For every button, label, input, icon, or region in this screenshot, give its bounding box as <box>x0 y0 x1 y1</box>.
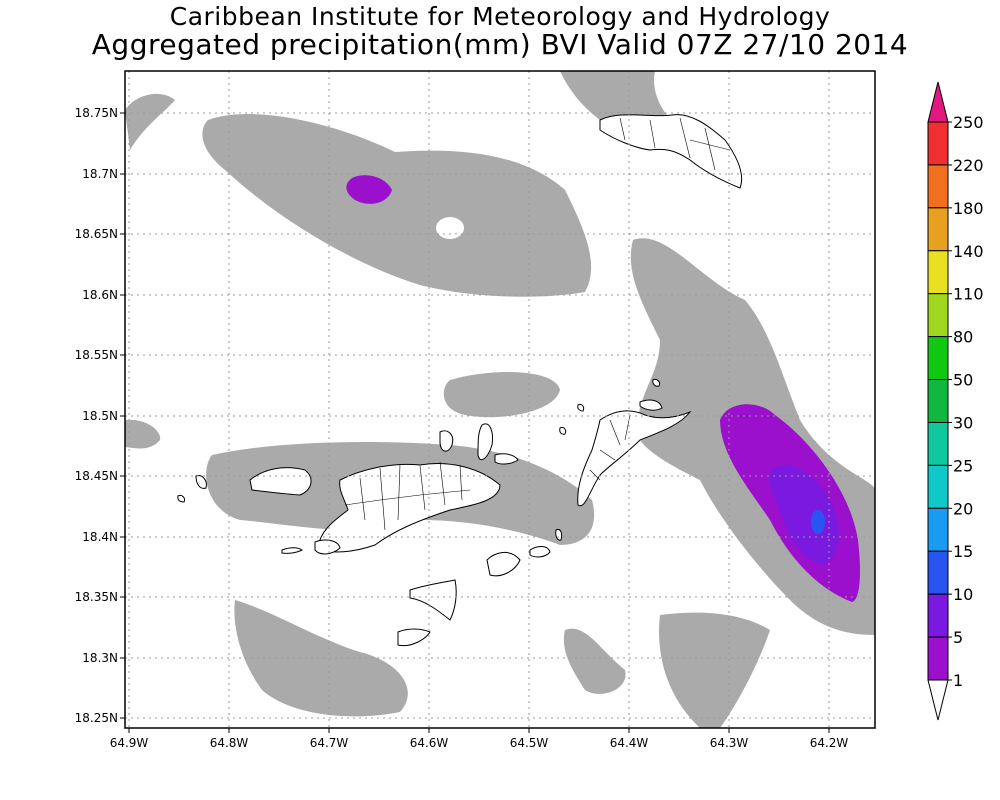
boundary-lines-virgin-gorda <box>589 414 631 481</box>
legend-level-label: 180 <box>953 199 984 218</box>
y-tick-label: 18.4N <box>82 530 118 544</box>
x-tick-label: 64.3W <box>710 736 749 750</box>
y-tick-label: 18.75N <box>75 106 118 120</box>
y-tick-label: 18.7N <box>82 167 118 181</box>
legend-swatch <box>927 421 949 466</box>
y-axis: 18.75N 18.7N 18.65N 18.6N 18.55N 18.5N 18.45N 1… <box>75 106 125 725</box>
legend-level-label: 5 <box>953 628 963 647</box>
island-little-jost <box>314 539 341 555</box>
precip-area-southwest <box>234 600 408 717</box>
y-tick-label: 18.3N <box>82 651 118 665</box>
x-tick-label: 64.6W <box>410 736 449 750</box>
legend-swatch <box>927 550 949 595</box>
grid-lines <box>125 71 875 728</box>
precip-area-central <box>443 371 560 418</box>
legend-level-label: 15 <box>953 542 973 561</box>
precip-core-northwest <box>346 175 392 204</box>
legend-swatch <box>927 593 949 638</box>
land-islands <box>177 114 743 647</box>
island-jost-van-dyke <box>249 467 312 496</box>
island-anegada <box>599 114 743 189</box>
land-boundaries <box>344 117 731 531</box>
legend-swatch <box>927 507 949 552</box>
island-islet-d <box>177 495 185 503</box>
x-tick-label: 64.4W <box>610 736 649 750</box>
y-tick-label: 18.25N <box>75 711 118 725</box>
y-tick-label: 18.6N <box>82 288 118 302</box>
x-axis: 64.9W 64.8W 64.7W 64.6W 64.5W 64.4W 64.3W 64.2W <box>110 728 849 750</box>
legend-swatch <box>927 636 949 681</box>
legend-level-label: 50 <box>953 371 973 390</box>
x-tick-label: 64.5W <box>510 736 549 750</box>
legend-swatch <box>927 207 949 252</box>
island-peter <box>439 430 454 452</box>
island-scrub <box>494 453 519 465</box>
y-tick-label: 18.55N <box>75 348 118 362</box>
legend-level-label: 25 <box>953 456 973 475</box>
island-tortola <box>317 463 501 553</box>
legend-level-label: 30 <box>953 413 973 432</box>
island-salt <box>397 628 431 647</box>
legend-swatch <box>927 336 949 381</box>
island-islet-a <box>559 427 567 435</box>
legend-level-label: 250 <box>953 113 984 132</box>
island-islet-e <box>555 529 563 541</box>
legend-swatch <box>927 293 949 338</box>
y-tick-label: 18.65N <box>75 227 118 241</box>
legend-level-label: 10 <box>953 585 973 604</box>
legend-swatch <box>927 379 949 423</box>
legend-level-label: 220 <box>953 156 984 175</box>
legend-level-label: 1 <box>953 671 963 690</box>
precip-area-south <box>563 628 626 694</box>
x-tick-label: 64.8W <box>210 736 249 750</box>
precip-area-northwest <box>202 114 592 297</box>
legend-level-label: 80 <box>953 328 973 347</box>
x-tick-label: 64.7W <box>310 736 349 750</box>
legend-level-label: 110 <box>953 285 984 304</box>
x-tick-label: 64.9W <box>110 736 149 750</box>
island-guana <box>477 423 493 461</box>
legend-swatch <box>927 464 949 509</box>
chart-title: Caribbean Institute for Meteorology and … <box>169 2 831 31</box>
precip-1-5mm <box>125 71 875 728</box>
x-tick-label: 64.2W <box>810 736 849 750</box>
precip-area-southeast <box>659 612 770 728</box>
boundary-lines-anegada <box>619 117 731 171</box>
plot-frame <box>124 70 876 729</box>
island-norman <box>409 579 457 621</box>
precip-gap <box>436 217 464 239</box>
island-sandy-cay <box>195 475 207 489</box>
y-tick-label: 18.35N <box>75 590 118 604</box>
legend-swatch <box>927 121 949 166</box>
legend-level-label: 20 <box>953 499 973 518</box>
island-cooper <box>486 552 521 577</box>
island-eustatia <box>639 399 663 411</box>
precip-area-topleft <box>125 93 175 150</box>
precip-15-20mm <box>811 510 825 534</box>
precip-10-15mm <box>770 464 839 565</box>
legend-cap-bottom <box>927 679 949 721</box>
boundary-lines-tortola <box>344 461 471 531</box>
island-islet-c <box>577 404 585 412</box>
chart-subtitle: Aggregated precipitation(mm) BVI Valid 0… <box>91 28 909 61</box>
island-islet-b <box>652 379 660 387</box>
precipitation-layer <box>125 71 875 728</box>
legend-swatch <box>927 250 949 295</box>
legend-cap-top <box>927 81 949 123</box>
legend-swatch <box>927 164 949 209</box>
legend-level-label: 140 <box>953 242 984 261</box>
y-tick-label: 18.45N <box>75 469 118 483</box>
precip-area-leftedge <box>125 419 161 449</box>
island-great-thatch <box>281 547 303 554</box>
island-ginger <box>529 546 551 558</box>
y-tick-label: 18.5N <box>82 409 118 423</box>
